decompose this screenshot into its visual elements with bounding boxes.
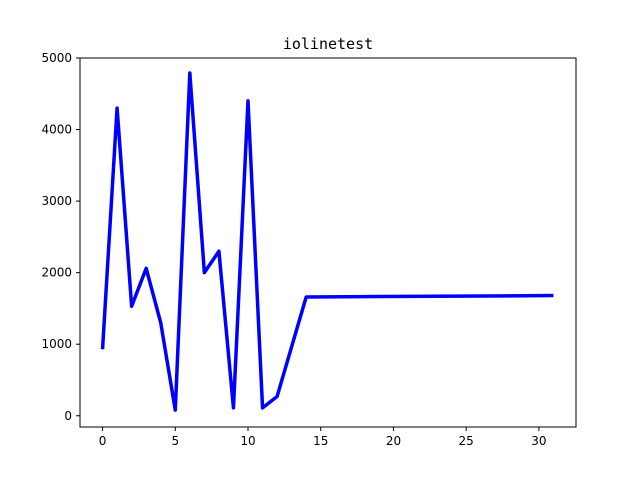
y-axis: 0 1000 2000 3000 4000 5000 bbox=[41, 51, 80, 423]
y-tick-label: 2000 bbox=[41, 266, 72, 280]
y-tick-label: 4000 bbox=[41, 123, 72, 137]
axes-frame bbox=[79, 57, 577, 428]
chart-title: iolinetest bbox=[283, 35, 373, 53]
series-line bbox=[100, 71, 554, 412]
x-tick-label: 20 bbox=[386, 434, 401, 448]
x-tick-label: 30 bbox=[531, 434, 546, 448]
x-tick-label: 5 bbox=[171, 434, 179, 448]
x-tick-label: 0 bbox=[99, 434, 107, 448]
y-tick-label: 0 bbox=[64, 409, 72, 423]
series-layer bbox=[100, 71, 554, 412]
y-tick-label: 3000 bbox=[41, 194, 72, 208]
x-axis: 0 5 10 15 20 25 30 bbox=[99, 427, 547, 448]
x-tick-label: 10 bbox=[240, 434, 255, 448]
x-tick-label: 15 bbox=[313, 434, 328, 448]
y-tick-label: 5000 bbox=[41, 51, 72, 65]
x-tick-label: 25 bbox=[459, 434, 474, 448]
y-tick-label: 1000 bbox=[41, 337, 72, 351]
